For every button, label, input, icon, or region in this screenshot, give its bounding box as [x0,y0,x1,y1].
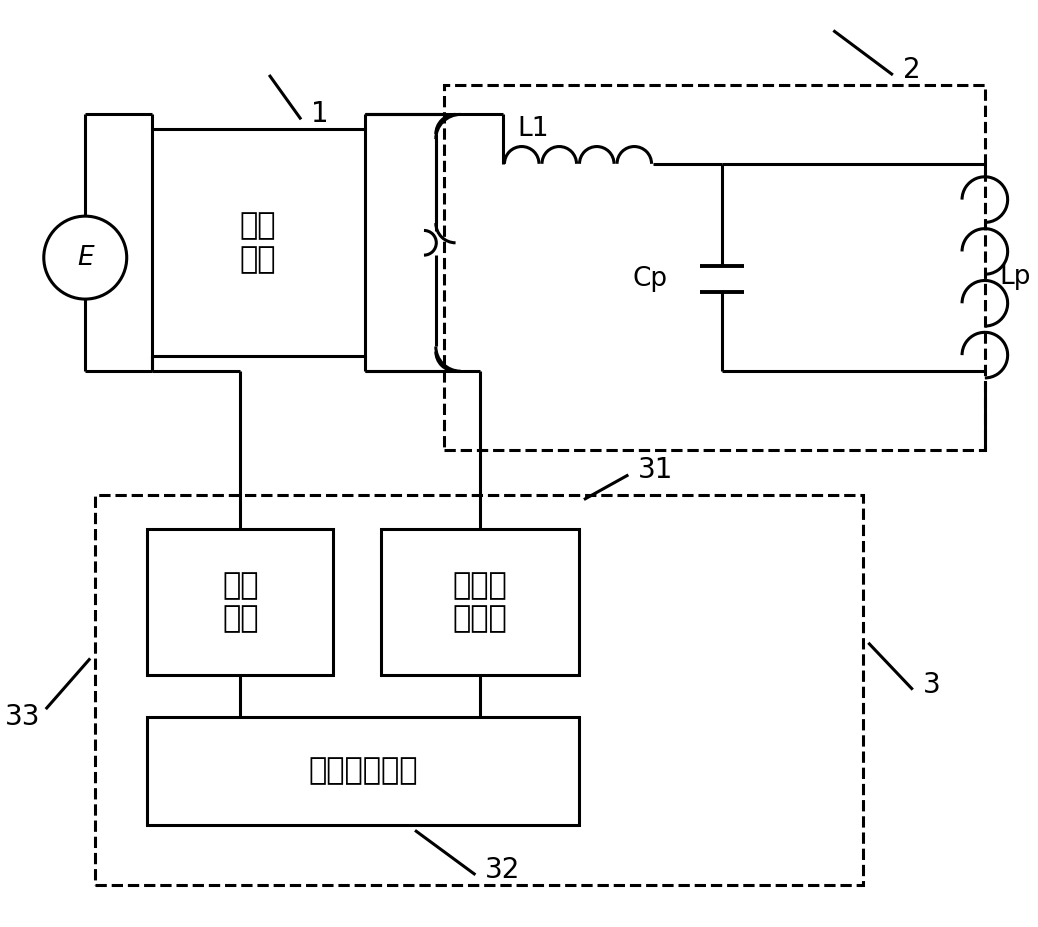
Text: 31: 31 [638,456,674,484]
Text: 33: 33 [5,703,40,730]
Bar [443,84,985,451]
Bar [147,529,333,675]
Bar [147,717,579,825]
Text: 电流采
样电路: 电流采 样电路 [453,571,508,633]
Text: 变换
电路: 变换 电路 [240,211,276,274]
Text: Lp: Lp [1000,264,1031,290]
Bar [95,495,864,884]
Text: E: E [77,245,93,271]
Text: Cp: Cp [633,266,667,292]
Text: L1: L1 [518,116,549,142]
Text: 1: 1 [311,100,328,129]
Bar [382,529,579,675]
Text: 32: 32 [486,856,521,883]
Text: 3: 3 [923,671,940,699]
Text: 第一控制电路: 第一控制电路 [308,756,417,785]
Text: 驱动
电路: 驱动 电路 [222,571,258,633]
Text: 2: 2 [903,56,921,84]
Bar [153,129,364,356]
